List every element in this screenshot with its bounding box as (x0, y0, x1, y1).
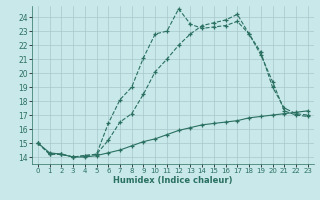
X-axis label: Humidex (Indice chaleur): Humidex (Indice chaleur) (113, 176, 233, 185)
